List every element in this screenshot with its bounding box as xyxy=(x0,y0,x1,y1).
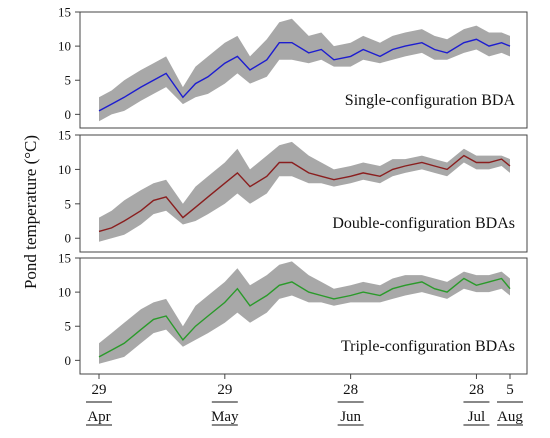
y-tick-label: 15 xyxy=(58,251,71,266)
panels: 0 5 10 15 Single-configuration BDA 0 5 10 15 Doub… xyxy=(58,5,528,375)
x-tick-month: Apr xyxy=(87,409,110,425)
range-band xyxy=(99,141,510,242)
y-tick-label: 5 xyxy=(65,319,72,334)
y-tick-label: 0 xyxy=(65,231,72,246)
x-tick-day: 29 xyxy=(217,382,232,398)
date-axis: 29 Apr 29 May 28 Jun 28 Jul 5 Aug xyxy=(86,374,523,426)
x-tick-month: Jun xyxy=(340,409,361,425)
mean-line xyxy=(98,154,511,233)
y-tick-label: 5 xyxy=(65,73,72,88)
x-tick-month: Jul xyxy=(468,409,486,425)
panel-label: Triple-configuration BDAs xyxy=(341,338,515,355)
x-tick-day: 5 xyxy=(506,382,514,398)
mean-line xyxy=(98,38,511,112)
panel-frame xyxy=(79,11,528,129)
panel-3: 0 5 10 15 Triple-configuration BDAs xyxy=(58,251,528,375)
y-tick-label: 10 xyxy=(58,285,71,300)
y-tick-label: 15 xyxy=(58,5,71,20)
x-tick-day: 28 xyxy=(343,382,358,398)
panel-2: 0 5 10 15 Double-configuration BDAs xyxy=(58,128,528,253)
mean-line xyxy=(98,277,511,358)
y-axis-label: Pond temperature (°C) xyxy=(21,135,40,289)
x-tick-day: 28 xyxy=(469,382,484,398)
y-tick-label: 5 xyxy=(65,196,72,211)
x-tick-day: 29 xyxy=(92,382,107,398)
range-band xyxy=(99,261,510,364)
panel-label: Double-configuration BDAs xyxy=(332,215,515,232)
panel-frame xyxy=(79,134,528,253)
y-tick-label: 10 xyxy=(58,39,71,54)
y-tick-label: 15 xyxy=(58,128,71,143)
y-tick-label: 0 xyxy=(65,107,72,122)
y-tick-label: 10 xyxy=(58,162,71,177)
y-tick-label: 0 xyxy=(65,353,72,368)
panel-label: Single-configuration BDA xyxy=(345,92,516,109)
panel-frame xyxy=(79,257,528,375)
range-band xyxy=(99,18,510,122)
x-tick-month: Aug xyxy=(497,409,523,425)
x-tick-month: May xyxy=(211,409,239,425)
panel-1: 0 5 10 15 Single-configuration BDA xyxy=(58,5,528,129)
